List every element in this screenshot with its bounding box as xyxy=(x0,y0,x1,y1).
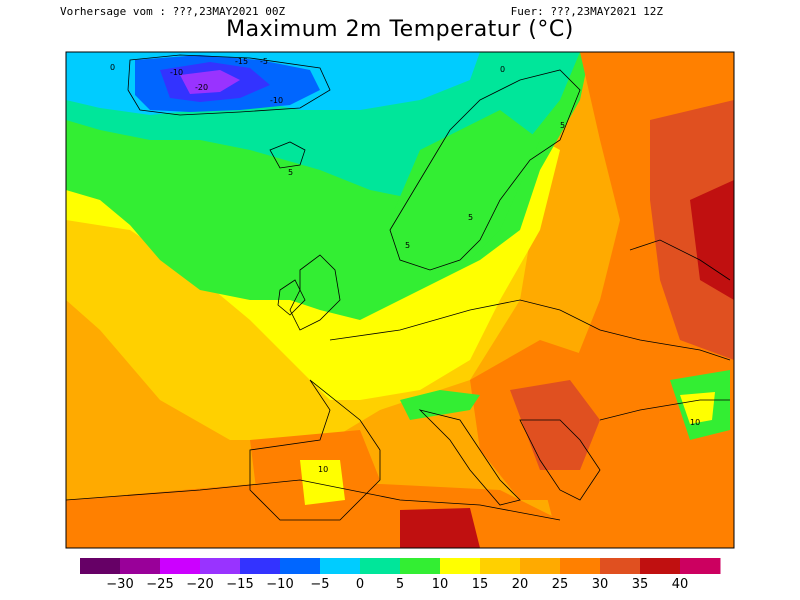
band-5-10-scandinavia xyxy=(390,110,540,270)
band-minus20-minus15 xyxy=(180,70,240,94)
contour-label: -5 xyxy=(260,57,268,66)
colorbar-swatch xyxy=(600,558,641,574)
colorbar-tick-label: 10 xyxy=(432,577,449,592)
colorbar-swatch xyxy=(160,558,201,574)
colorbar-tick-label: −5 xyxy=(310,577,329,592)
map-title: Maximum 2m Temperatur (°C) xyxy=(226,17,574,42)
colorbar-swatch xyxy=(520,558,561,574)
colorbar-tick-label: 5 xyxy=(396,577,404,592)
colorbar-tick-label: −15 xyxy=(226,577,253,592)
colorbar-swatch xyxy=(360,558,401,574)
colorbar-tick-label: −30 xyxy=(106,577,133,592)
contour-label: -15 xyxy=(235,57,248,66)
contour-label: 5 xyxy=(468,213,473,222)
map-frame xyxy=(65,51,735,549)
colorbar-tick-label: 15 xyxy=(472,577,489,592)
colorbar-tick-label: 30 xyxy=(592,577,609,592)
colorbar-swatch xyxy=(440,558,481,574)
colorbar-swatch xyxy=(560,558,601,574)
colorbar-swatch xyxy=(80,558,121,574)
colorbar-swatch xyxy=(240,558,281,574)
colorbar-tick-label: 40 xyxy=(672,577,689,592)
forecast-base-label: Vorhersage vom : ???,23MAY2021 00Z xyxy=(60,5,286,18)
colorbar-tick-label: 20 xyxy=(512,577,529,592)
band-30-35-africa xyxy=(400,508,480,548)
contour-labels: -5 -10 -15 0 5 10 -20 -10 0 5 5 10 5 xyxy=(110,57,700,474)
valid-time-label: Fuer: ???,23MAY2021 12Z xyxy=(510,5,663,18)
colorbar-swatch xyxy=(400,558,441,574)
band-10-15-iberia xyxy=(300,460,345,505)
colorbar-swatch xyxy=(120,558,161,574)
colorbar-tick-label: −10 xyxy=(266,577,293,592)
colorbar-tick-label: 25 xyxy=(552,577,569,592)
contour-label: 5 xyxy=(560,121,565,130)
coastlines xyxy=(66,54,731,521)
colorbar: −30 −25 −20 −15 −10 −5 0 5 10 15 20 25 30 35 40 xyxy=(80,558,721,592)
band-35-40-east xyxy=(690,180,734,300)
contour-label: -10 xyxy=(270,96,283,105)
contour-label: 5 xyxy=(288,168,293,177)
colorbar-tick-label: −20 xyxy=(186,577,213,592)
colorbar-tick-label: −25 xyxy=(146,577,173,592)
contour-label: 10 xyxy=(318,465,328,474)
colorbar-swatch xyxy=(640,558,681,574)
contour-label: -20 xyxy=(195,83,208,92)
band-5-10-alps xyxy=(400,390,480,420)
colorbar-swatch xyxy=(200,558,241,574)
band-30-35-east xyxy=(650,100,734,360)
colorbar-swatch xyxy=(680,558,721,574)
band-30-35-balkans xyxy=(510,380,600,470)
colorbar-swatch xyxy=(280,558,321,574)
contour-label: 10 xyxy=(690,418,700,427)
contour-label: -10 xyxy=(170,68,183,77)
contour-label: 0 xyxy=(500,65,505,74)
colorbar-tick-label: 0 xyxy=(356,577,364,592)
colorbar-swatch xyxy=(480,558,521,574)
contour-label: 5 xyxy=(405,241,410,250)
contour-label: 0 xyxy=(110,63,115,72)
colorbar-tick-label: 35 xyxy=(632,577,649,592)
colorbar-swatch xyxy=(320,558,361,574)
temperature-field xyxy=(66,52,734,548)
